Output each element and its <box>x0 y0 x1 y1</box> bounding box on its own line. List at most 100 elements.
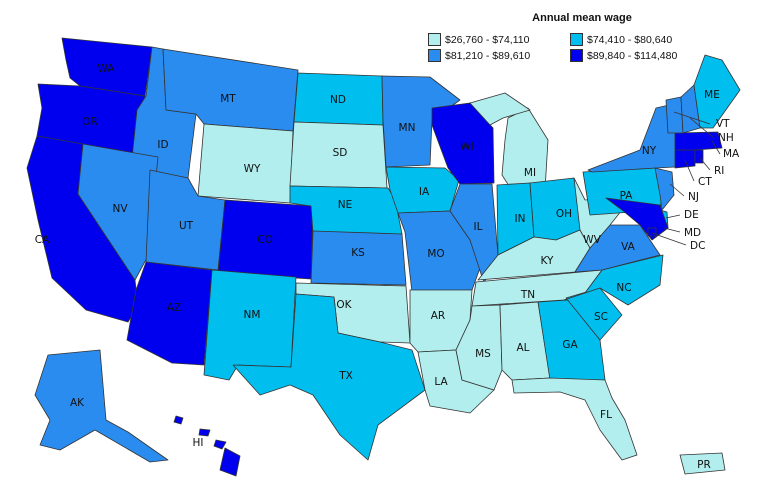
leader-line-nj <box>669 183 685 197</box>
leader-line-md <box>663 227 681 233</box>
state-shape-nj[interactable] <box>654 167 675 211</box>
state-shape-ks[interactable] <box>310 230 407 286</box>
state-label-oh: OH <box>556 208 572 220</box>
state-shape-ct[interactable] <box>674 149 696 169</box>
state-label-pr: PR <box>697 459 711 471</box>
state-label-ga: GA <box>562 339 578 351</box>
state-label-wi: WI <box>460 141 473 153</box>
leader-line-de <box>665 214 681 219</box>
state-label-ct: CT <box>698 176 712 188</box>
legend-label-bin-3: $89,840 - $114,480 <box>587 49 678 62</box>
state-label-co: CO <box>257 234 273 246</box>
state-label-id: ID <box>157 139 168 151</box>
state-label-mo: MO <box>427 248 444 260</box>
state-ma[interactable] <box>674 131 723 151</box>
state-label-ak: AK <box>70 397 85 409</box>
legend-label-bin-1: $74,410 - $80,640 <box>587 33 673 46</box>
state-nj[interactable] <box>654 167 675 211</box>
state-shape-pr[interactable] <box>679 452 726 475</box>
state-shape-hi-3[interactable] <box>213 439 227 450</box>
legend-label-bin-0: $26,760 - $74,110 <box>445 33 530 46</box>
state-label-al: AL <box>516 342 529 354</box>
state-ct[interactable] <box>674 149 696 169</box>
map-legend: Annual mean wage $26,760 - $74,110 $74,4… <box>428 12 728 62</box>
state-pr[interactable] <box>679 452 726 475</box>
leader-line-vt <box>673 111 711 125</box>
state-label-hi: HI <box>193 437 204 449</box>
legend-item-bin-0: $26,760 - $74,110 <box>428 33 570 46</box>
state-fl[interactable] <box>511 377 638 461</box>
state-label-ut: UT <box>179 220 194 232</box>
state-shape-ak[interactable] <box>34 349 169 463</box>
state-label-ri: RI <box>714 165 724 177</box>
state-shape-tx[interactable] <box>232 293 426 461</box>
legend-item-bin-3: $89,840 - $114,480 <box>570 49 720 62</box>
state-label-ar: AR <box>431 310 445 322</box>
state-label-ok: OK <box>336 299 352 311</box>
state-label-vt: VT <box>716 118 730 130</box>
legend-label-bin-2: $81,210 - $89,610 <box>445 49 531 62</box>
state-shape-nv[interactable] <box>77 143 159 281</box>
state-label-pa: PA <box>620 190 634 202</box>
state-label-tn: TN <box>520 289 535 301</box>
state-label-in: IN <box>515 213 526 225</box>
state-label-or: OR <box>82 116 98 128</box>
state-label-md: MD <box>684 227 701 239</box>
state-ks[interactable] <box>310 230 407 286</box>
state-shape-nm[interactable] <box>203 269 297 381</box>
state-label-la: LA <box>434 376 448 388</box>
state-shape-vt[interactable] <box>665 96 684 134</box>
leader-line-ct <box>684 159 695 182</box>
leader-line-ma <box>711 140 721 155</box>
state-shape-ga[interactable] <box>537 299 606 381</box>
legend-swatch-bin-2 <box>428 49 441 62</box>
state-label-ma: MA <box>723 148 740 160</box>
state-shape-hi-1[interactable] <box>173 415 184 425</box>
state-shape-fl[interactable] <box>511 377 638 461</box>
state-dc[interactable] <box>647 227 657 237</box>
leader-line-nh <box>689 117 715 139</box>
legend-swatch-bin-3 <box>570 49 583 62</box>
state-me[interactable] <box>693 54 741 129</box>
state-label-wv: WV <box>583 234 601 246</box>
state-nc[interactable] <box>563 254 664 306</box>
state-label-ks: KS <box>351 247 365 259</box>
state-hi[interactable] <box>173 415 241 477</box>
state-shape-me[interactable] <box>693 54 741 129</box>
state-label-sc: SC <box>594 311 608 323</box>
state-label-mi: MI <box>524 167 536 179</box>
state-nm[interactable] <box>203 269 297 381</box>
state-label-az: AZ <box>167 302 181 314</box>
state-ri[interactable] <box>694 149 704 164</box>
state-label-mn: MN <box>399 122 416 134</box>
state-label-il: IL <box>474 221 483 233</box>
state-label-wy: WY <box>244 163 261 175</box>
state-shape-nc[interactable] <box>563 254 664 306</box>
leader-line-dc <box>651 232 687 246</box>
state-mn[interactable] <box>381 75 461 168</box>
state-mi[interactable] <box>469 92 549 201</box>
state-shape-ri[interactable] <box>694 149 704 164</box>
state-label-ms: MS <box>475 348 491 360</box>
state-ga[interactable] <box>537 299 606 381</box>
state-label-tx: TX <box>338 370 353 382</box>
state-label-ia: IA <box>419 186 430 198</box>
state-shape-mi-2[interactable] <box>469 92 531 126</box>
state-shape-mn[interactable] <box>381 75 461 168</box>
state-shape-ma[interactable] <box>674 131 723 151</box>
state-label-ne: NE <box>338 199 353 211</box>
state-label-nd: ND <box>330 94 346 106</box>
legend-title: Annual mean wage <box>532 12 632 24</box>
legend-swatch-bin-0 <box>428 33 441 46</box>
state-shape-hi-4[interactable] <box>219 447 241 477</box>
state-label-me: ME <box>704 89 720 101</box>
state-shape-dc[interactable] <box>647 227 657 237</box>
state-vt[interactable] <box>665 96 684 134</box>
state-tx[interactable] <box>232 293 426 461</box>
state-nv[interactable] <box>77 143 159 281</box>
state-label-nj: NJ <box>688 191 699 203</box>
state-label-nv: NV <box>112 203 128 215</box>
state-shape-hi-2[interactable] <box>198 428 211 437</box>
state-ak[interactable] <box>34 349 169 463</box>
